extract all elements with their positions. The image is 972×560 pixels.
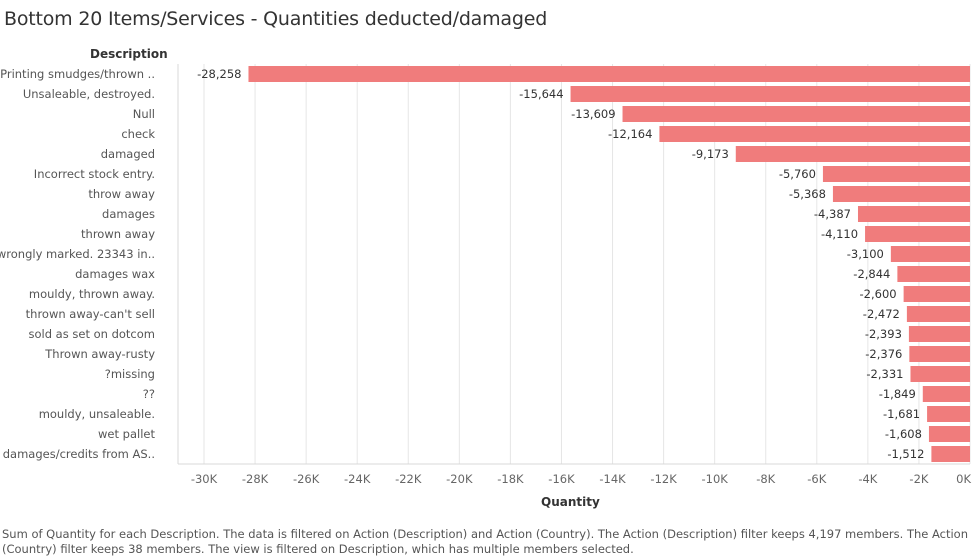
- category-label: sold as set on dotcom: [29, 327, 156, 341]
- category-label: ?missing: [105, 367, 155, 381]
- data-label: -28,258: [197, 67, 241, 81]
- category-label: damages/credits from AS..: [3, 447, 155, 461]
- data-label: -4,110: [821, 227, 858, 241]
- x-tick-label: -18K: [497, 472, 524, 486]
- bar: [890, 246, 970, 262]
- data-label: -15,644: [519, 87, 563, 101]
- chart-title: Bottom 20 Items/Services - Quantities de…: [4, 8, 548, 30]
- bar: [832, 186, 970, 202]
- row-header: Description: [90, 47, 168, 61]
- bar: [865, 226, 970, 242]
- data-label: -2,393: [865, 327, 902, 341]
- category-label: mouldy, unsaleable.: [39, 407, 155, 421]
- bar: [659, 126, 970, 142]
- bar: [922, 386, 970, 402]
- bar: [909, 346, 970, 362]
- category-label: Incorrect stock entry.: [34, 167, 155, 181]
- data-label: -1,681: [883, 407, 920, 421]
- category-label: damages: [102, 207, 155, 221]
- bar: [906, 306, 970, 322]
- data-label: -9,173: [692, 147, 729, 161]
- bar: [735, 146, 970, 162]
- data-label: -1,608: [885, 427, 922, 441]
- category-label: wet pallet: [98, 427, 155, 441]
- data-label: -5,760: [779, 167, 816, 181]
- caption: Sum of Quantity for each Description. Th…: [2, 527, 968, 556]
- bar: [931, 446, 970, 462]
- category-label: check: [121, 127, 155, 141]
- category-label: Unsaleable, destroyed.: [23, 87, 155, 101]
- bar: [857, 206, 970, 222]
- x-tick-label: -20K: [446, 472, 473, 486]
- data-label: -2,844: [853, 267, 890, 281]
- x-tick-label: -8K: [756, 472, 775, 486]
- x-axis-title: Quantity: [541, 495, 600, 509]
- data-label: -1,849: [879, 387, 916, 401]
- category-label: thrown away: [81, 227, 155, 241]
- category-label: damaged: [101, 147, 155, 161]
- x-tick-label: -10K: [702, 472, 729, 486]
- x-tick-label: -14K: [599, 472, 626, 486]
- category-label: damages wax: [75, 267, 155, 281]
- category-label: ??: [143, 387, 155, 401]
- data-label: -12,164: [608, 127, 652, 141]
- x-tick-label: -30K: [191, 472, 218, 486]
- data-label: -1,512: [887, 447, 924, 461]
- data-label: -2,472: [863, 307, 900, 321]
- x-tick-label: -26K: [293, 472, 320, 486]
- bar: [897, 266, 970, 282]
- data-label: -13,609: [571, 107, 615, 121]
- category-label: wrongly marked. 23343 in..: [0, 247, 155, 261]
- category-label: thrown away-can't sell: [26, 307, 155, 321]
- bar: [928, 426, 970, 442]
- x-tick-label: -4K: [858, 472, 877, 486]
- bar: [903, 286, 970, 302]
- bar-chart: Printing smudges/thrown .. -28,258 Unsalea…: [0, 64, 971, 486]
- x-tick-label: -2K: [909, 472, 928, 486]
- category-label: mouldy, thrown away.: [29, 287, 155, 301]
- bar: [908, 326, 970, 342]
- x-tick-label: -24K: [344, 472, 371, 486]
- data-label: -3,100: [847, 247, 884, 261]
- x-tick-label: -28K: [242, 472, 269, 486]
- category-label: throw away: [88, 187, 155, 201]
- category-label: Thrown away-rusty: [44, 347, 155, 361]
- x-tick-label: -22K: [395, 472, 422, 486]
- data-label: -5,368: [789, 187, 826, 201]
- bar: [927, 406, 970, 422]
- category-label: Printing smudges/thrown ..: [0, 67, 155, 81]
- x-tick-label: 0K: [956, 472, 971, 486]
- bar: [570, 86, 970, 102]
- x-tick-label: -12K: [650, 472, 677, 486]
- bar: [248, 66, 970, 82]
- data-label: -2,331: [866, 367, 903, 381]
- bar: [622, 106, 970, 122]
- x-tick-label: -16K: [548, 472, 575, 486]
- x-tick-label: -6K: [807, 472, 826, 486]
- data-label: -4,387: [814, 207, 851, 221]
- category-label: Null: [133, 107, 155, 121]
- bar: [910, 366, 970, 382]
- bar: [822, 166, 970, 182]
- data-label: -2,376: [865, 347, 902, 361]
- data-label: -2,600: [860, 287, 897, 301]
